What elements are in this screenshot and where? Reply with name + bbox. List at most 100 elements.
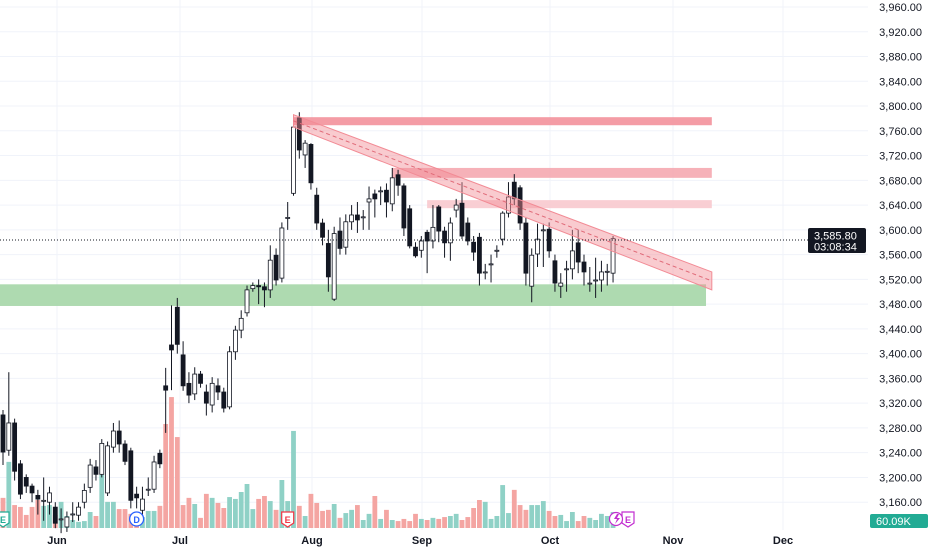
candle — [232, 325, 238, 360]
price-axis[interactable]: 3,960.00 3,920.00 3,880.00 3,840.00 3,800.00… — [879, 2, 922, 509]
candle-body-up — [558, 282, 564, 287]
volume-bar — [186, 497, 192, 528]
candle-body-down — [523, 222, 529, 274]
volume-bar — [12, 505, 18, 528]
candle-body-up — [105, 445, 110, 494]
candle-body-down — [35, 494, 41, 500]
event-marker-d[interactable]: D — [128, 511, 145, 527]
descending-channel[interactable] — [293, 113, 713, 291]
candle — [169, 305, 174, 391]
month-label: Nov — [663, 535, 685, 547]
volume-bar — [436, 518, 442, 528]
volume-bar — [494, 516, 500, 528]
candle-body-down — [477, 236, 482, 274]
candle-body-up — [6, 422, 12, 451]
candle-body-up — [488, 263, 494, 266]
candle-body-up — [41, 499, 47, 502]
volume-bar — [180, 505, 186, 528]
resistance-zone[interactable] — [293, 117, 712, 126]
volume-bar — [169, 397, 174, 528]
volume-bar — [308, 493, 314, 528]
volume-bar — [540, 501, 546, 528]
candle-body-down — [12, 422, 18, 472]
candle — [116, 420, 122, 453]
candle — [564, 260, 569, 292]
candle — [366, 186, 372, 230]
time-axis[interactable]: Jun Jul Aug Sep Oct Nov Dec — [47, 535, 793, 547]
month-label: Jul — [172, 535, 188, 547]
earnings-badge[interactable] — [0, 511, 10, 528]
candle — [593, 257, 599, 298]
candle — [221, 387, 227, 413]
zones[interactable] — [0, 117, 712, 306]
event-marker-e[interactable]: E — [0, 511, 10, 528]
candle-body-up — [366, 198, 372, 203]
candle-body-down — [320, 222, 325, 238]
resistance-zone[interactable] — [392, 167, 712, 178]
candle-body-up — [291, 126, 296, 194]
candle — [500, 211, 506, 246]
candle — [122, 440, 128, 466]
volume-bar — [314, 502, 320, 528]
volume-bar — [517, 505, 523, 528]
candle-body-up — [482, 271, 488, 274]
candle-body-down — [325, 243, 331, 278]
candle-body-down — [407, 208, 413, 247]
volume-bar — [389, 520, 395, 528]
event-letter: E — [285, 515, 291, 525]
volume-bar — [81, 521, 87, 528]
price-tick-label: 3,240.00 — [879, 448, 922, 460]
candle — [302, 140, 308, 168]
candle — [110, 422, 116, 453]
candle — [157, 449, 163, 469]
volume-bar — [418, 518, 424, 528]
candle — [488, 254, 494, 283]
candle — [442, 226, 447, 258]
volume-bar — [465, 517, 471, 528]
event-marker-e[interactable]: E — [608, 511, 635, 528]
price-tick-label: 3,440.00 — [879, 324, 922, 336]
volume-bar — [500, 485, 506, 528]
volume-bar — [604, 516, 610, 528]
volume-bar — [23, 514, 29, 528]
dividend-badge[interactable] — [128, 511, 145, 527]
candle — [35, 489, 41, 515]
support-zone[interactable] — [0, 284, 707, 306]
candle — [273, 248, 279, 286]
candle-body-up — [227, 351, 232, 408]
candle-body-down — [471, 241, 477, 253]
candle — [349, 205, 355, 230]
candle-body-up — [506, 196, 511, 214]
candle-body-down — [198, 373, 203, 384]
candle — [52, 502, 58, 529]
volume-bar — [564, 521, 569, 528]
candle — [58, 508, 64, 534]
candle-body-down — [511, 181, 517, 200]
candle — [70, 502, 76, 523]
last-price-value: 3,585.80 — [814, 231, 857, 243]
channel-band[interactable] — [293, 113, 713, 291]
resistance-zone[interactable] — [427, 200, 712, 209]
candle-body-down — [552, 260, 558, 284]
volume-bar — [267, 501, 273, 528]
candle-body-up — [81, 490, 87, 503]
candle — [471, 236, 477, 261]
volume-bar — [47, 505, 52, 528]
earnings-badge[interactable] — [281, 511, 295, 528]
candle-body-up — [250, 285, 256, 290]
candle-body-up — [232, 329, 238, 353]
candle-body-down — [401, 185, 407, 229]
volume-bar — [105, 501, 110, 528]
candle — [262, 282, 267, 308]
candle-body-up — [47, 492, 52, 503]
candle — [93, 460, 99, 481]
volume-bar — [110, 501, 116, 528]
volume-bar — [581, 516, 587, 528]
price-tick-label: 3,280.00 — [879, 423, 922, 435]
event-marker-e[interactable]: E — [281, 511, 295, 528]
candle-body-down — [169, 344, 174, 351]
candle-body-down — [262, 286, 267, 291]
candle — [384, 183, 389, 218]
